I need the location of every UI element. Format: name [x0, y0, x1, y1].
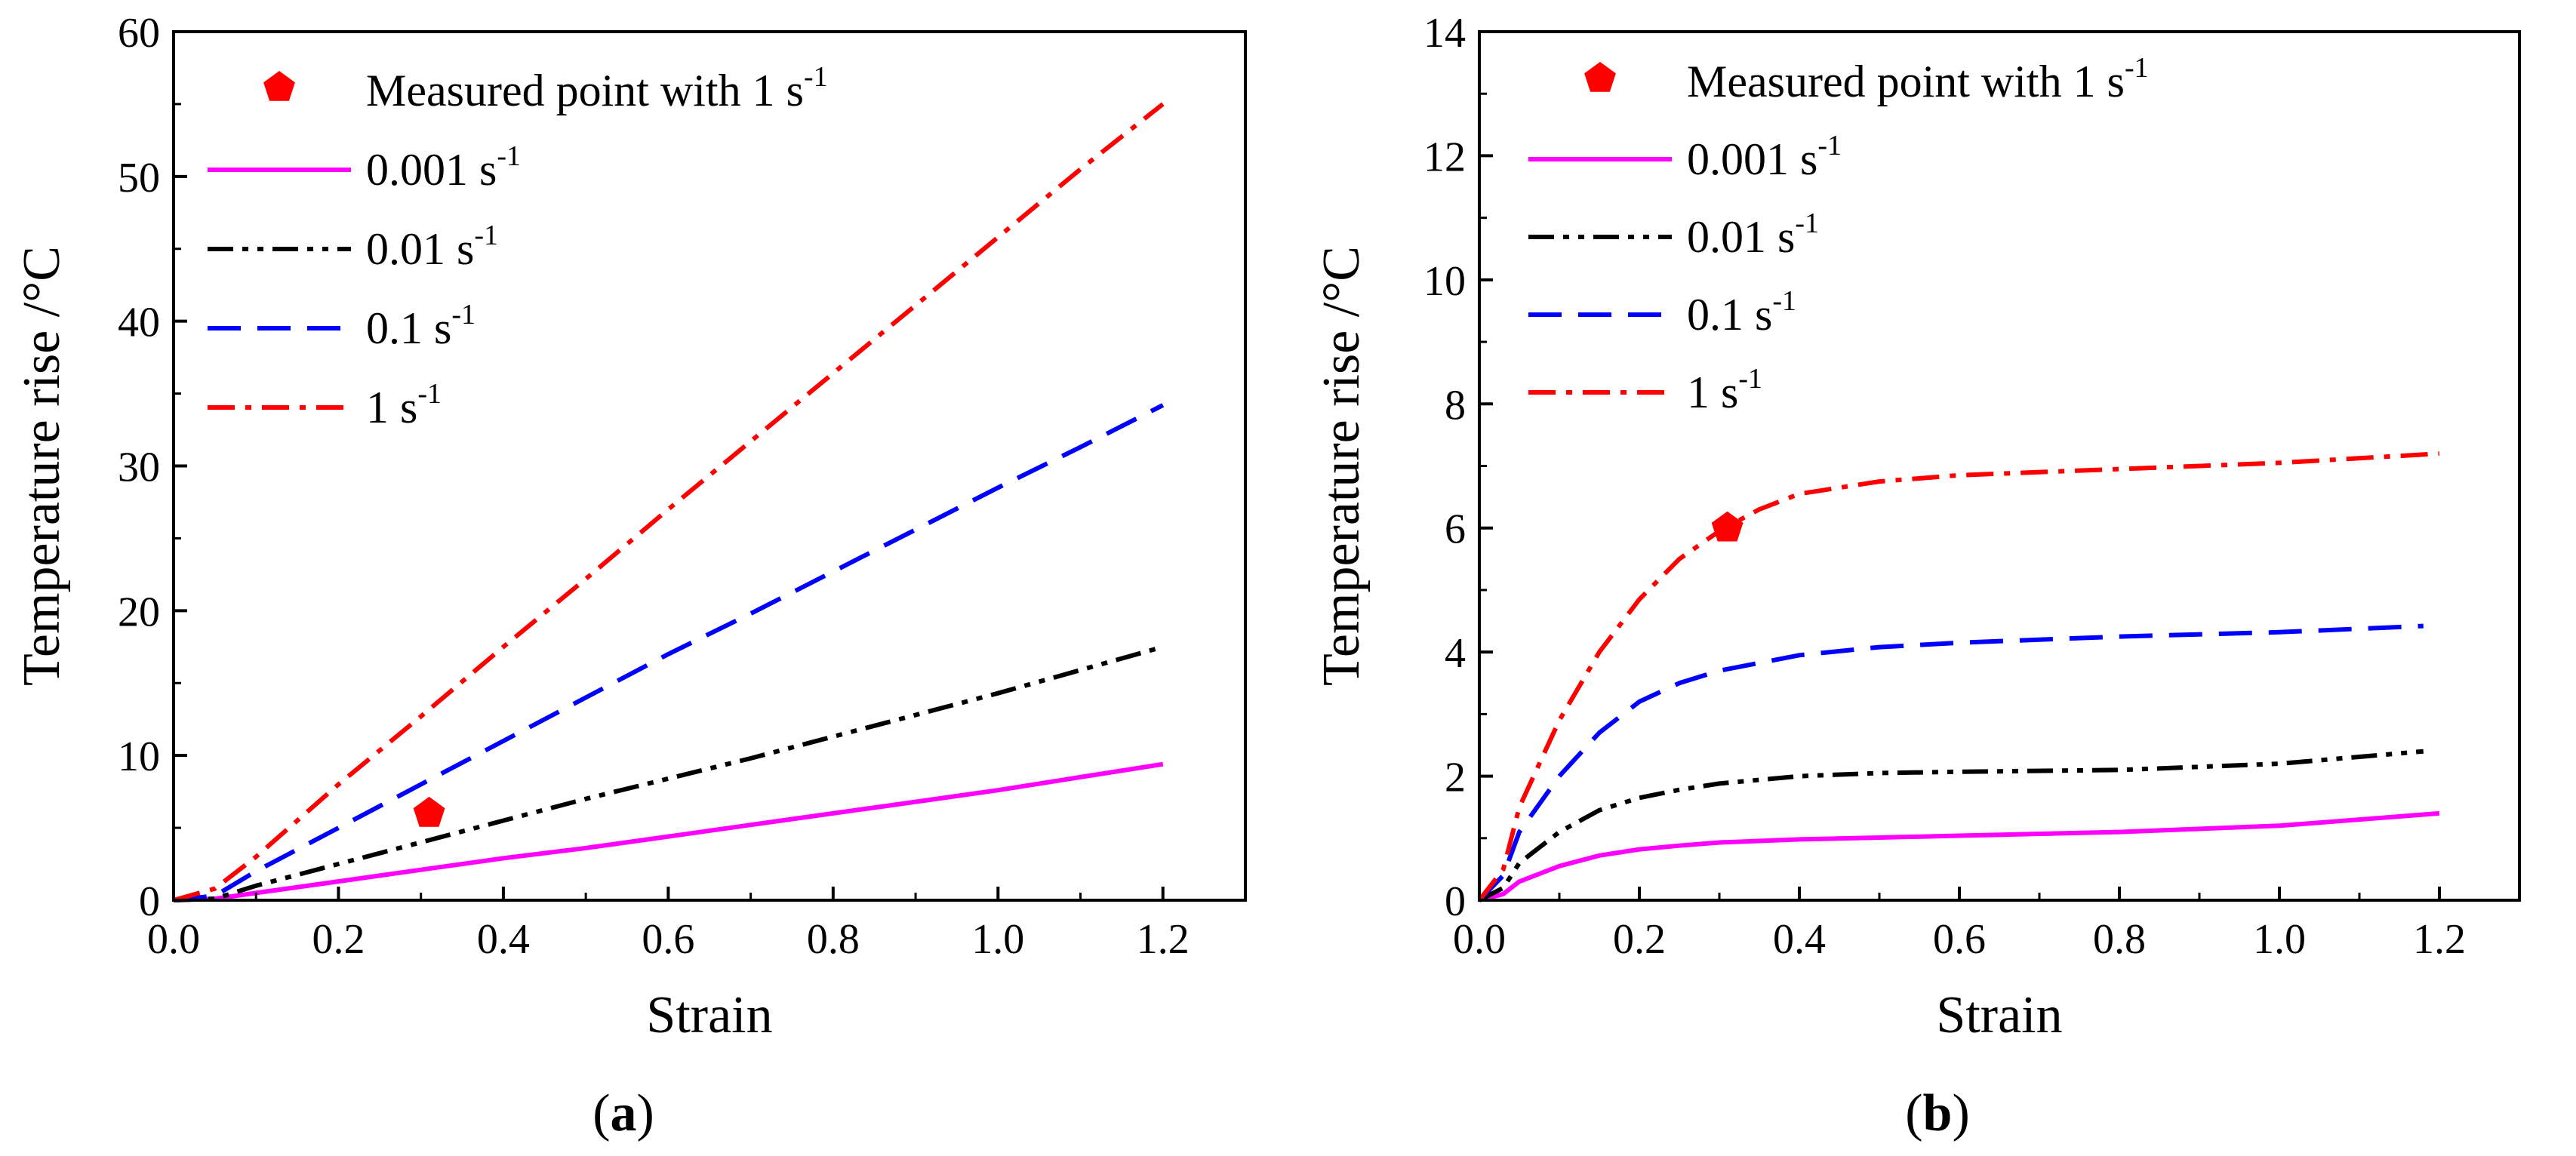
legend-label-superscript: -1 [1817, 130, 1842, 161]
x-tick-label: 0.4 [1773, 916, 1826, 963]
panel-label-open-paren: ( [1905, 1084, 1922, 1142]
series-line-dash-2 [173, 403, 1165, 902]
panel-a: 0.0 0.2 0.4 0.6 0.8 1.0 1.2 0 10 20 30 40 50 60 Strain… [13, 10, 1247, 1142]
measured-point-marker [413, 796, 445, 827]
legend-label-superscript: -1 [2125, 52, 2149, 84]
legend-label: 0.1 s-1 [1687, 285, 1796, 340]
y-tick-label: 14 [1423, 10, 1466, 57]
series-line-dashdot-3 [1477, 451, 2440, 902]
legend-label-superscript: -1 [417, 378, 442, 410]
measured-point-marker [1711, 511, 1743, 542]
legend-label-superscript: -1 [1795, 208, 1819, 239]
x-tick-label: 1.0 [971, 916, 1024, 963]
legend-label-text: Measured point with 1 s [1687, 57, 2125, 106]
legend-label: 0.1 s-1 [366, 299, 475, 353]
panel-b: 0.0 0.2 0.4 0.6 0.8 1.0 1.2 0 2 4 6 8 10 12 14 Strain Te… [1313, 10, 2521, 1142]
y-tick-label: 0 [139, 878, 160, 925]
x-tick-label: 0.2 [312, 916, 365, 963]
x-tick-label: 1.2 [1137, 916, 1190, 963]
panel-label: (a) [592, 1084, 654, 1142]
legend-marker-pentagon [263, 71, 295, 101]
y-tick-label: 30 [118, 444, 160, 491]
y-tick-label: 60 [118, 10, 160, 57]
y-tick-label: 4 [1445, 630, 1466, 677]
x-axis-title: Strain [1936, 986, 2062, 1044]
x-tick-label: 0.8 [807, 916, 860, 963]
legend-label-text: 0.001 s [1687, 134, 1817, 184]
legend-label-superscript: -1 [451, 299, 475, 331]
series-line-solid-0 [1479, 810, 2440, 902]
panel-label-close-paren: ) [1952, 1084, 1969, 1142]
y-tick-label: 10 [118, 733, 160, 780]
y-tick-label: 6 [1445, 506, 1466, 553]
y-tick-label: 8 [1445, 382, 1466, 429]
legend-label-text: 1 s [1687, 367, 1738, 417]
legend-label-superscript: -1 [1738, 363, 1762, 395]
legend-label: 0.001 s-1 [366, 140, 521, 195]
x-tick-label: 1.0 [2253, 916, 2306, 963]
panel-label-letter: b [1923, 1084, 1953, 1142]
y-axis-title: Temperature rise /°C [13, 246, 71, 686]
panel-label-letter: a [611, 1084, 637, 1142]
series-line-dashdotdot-1 [1478, 749, 2424, 902]
legend-label: 1 s-1 [366, 378, 442, 432]
y-axis-title: Temperature rise /°C [1313, 246, 1371, 686]
y-tick-label: 40 [118, 300, 160, 346]
x-tick-label: 0.0 [1453, 916, 1506, 963]
legend-label-superscript: -1 [804, 61, 828, 93]
legend-label-text: 0.1 s [1687, 290, 1772, 340]
legend-label-superscript: -1 [497, 140, 521, 172]
y-tick-label: 20 [118, 589, 160, 635]
panel-label: (b) [1905, 1084, 1970, 1142]
x-axis-title: Strain [646, 986, 772, 1044]
series-line-dashdot-3 [173, 102, 1165, 902]
panel-label-close-paren: ) [637, 1084, 654, 1142]
legend-label: Measured point with 1 s-1 [366, 61, 828, 115]
x-tick-label: 0.2 [1613, 916, 1666, 963]
legend-label-superscript: -1 [1772, 285, 1796, 317]
legend-label-text: 1 s [366, 383, 417, 432]
legend-label-text: 0.001 s [366, 145, 497, 195]
legend-label-text: 0.1 s [366, 303, 451, 353]
series-line-dashdotdot-1 [173, 644, 1164, 902]
x-tick-label: 1.2 [2413, 916, 2466, 963]
x-tick-label: 0.8 [2093, 916, 2146, 963]
legend-label-superscript: -1 [474, 220, 498, 251]
legend-label: 1 s-1 [1687, 363, 1762, 417]
x-tick-label: 0.4 [477, 916, 530, 963]
legend-marker-pentagon [1584, 62, 1616, 92]
panel-label-open-paren: ( [592, 1084, 610, 1142]
legend-label: 0.01 s-1 [1687, 208, 1819, 262]
y-tick-label: 10 [1423, 258, 1466, 305]
legend-label: 0.01 s-1 [366, 220, 498, 274]
x-tick-label: 0.0 [147, 916, 200, 963]
y-tick-label: 2 [1445, 755, 1466, 801]
legend-label-text: 0.01 s [366, 224, 474, 274]
x-tick-label: 0.6 [642, 916, 694, 963]
legend-label: Measured point with 1 s-1 [1687, 52, 2149, 106]
series-line-solid-0 [173, 761, 1164, 902]
x-tick-label: 0.6 [1933, 916, 1986, 963]
y-tick-label: 12 [1423, 134, 1466, 180]
y-tick-label: 50 [118, 155, 160, 201]
legend-label-text: 0.01 s [1687, 212, 1795, 262]
legend-label-text: Measured point with 1 s [366, 66, 804, 115]
plot-frame [172, 30, 1247, 902]
y-tick-label: 0 [1445, 878, 1466, 925]
legend-label: 0.001 s-1 [1687, 130, 1842, 184]
series-line-dash-2 [1477, 623, 2424, 902]
